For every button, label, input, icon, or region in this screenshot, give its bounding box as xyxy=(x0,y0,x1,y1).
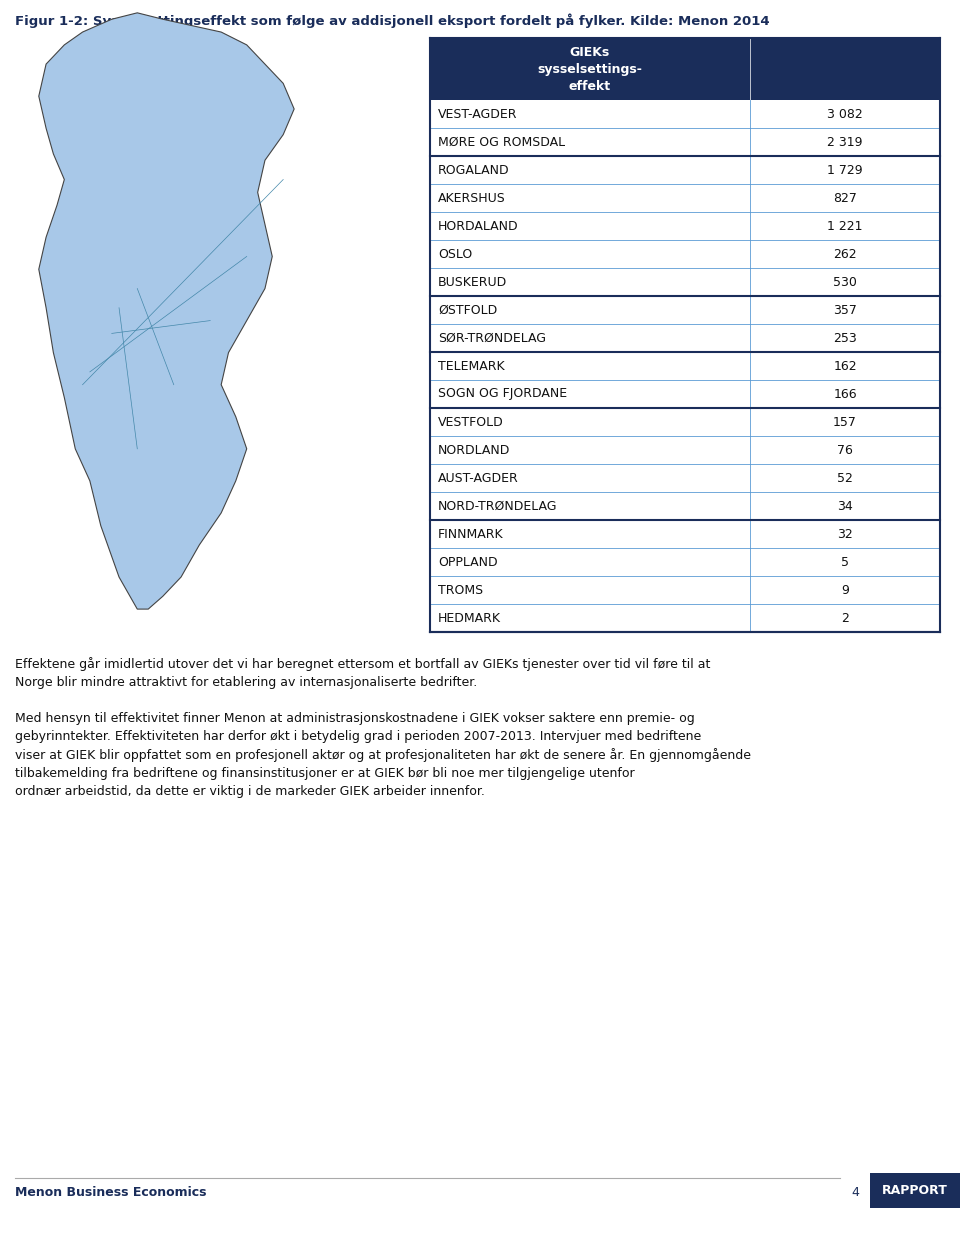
Text: TROMS: TROMS xyxy=(438,583,483,597)
FancyBboxPatch shape xyxy=(430,408,940,436)
FancyBboxPatch shape xyxy=(430,212,940,240)
Text: SOGN OG FJORDANE: SOGN OG FJORDANE xyxy=(438,387,567,401)
Text: AUST-AGDER: AUST-AGDER xyxy=(438,471,518,485)
Text: 166: 166 xyxy=(833,387,857,401)
FancyBboxPatch shape xyxy=(430,157,940,184)
FancyBboxPatch shape xyxy=(430,380,940,408)
FancyBboxPatch shape xyxy=(430,351,940,380)
Text: GIEKs
sysselsettings-
effekt: GIEKs sysselsettings- effekt xyxy=(538,46,642,92)
Text: 2 319: 2 319 xyxy=(828,136,863,148)
Text: Effektene går imidlertid utover det vi har beregnet ettersom et bortfall av GIEK: Effektene går imidlertid utover det vi h… xyxy=(15,657,751,799)
FancyBboxPatch shape xyxy=(430,296,940,324)
Text: HORDALAND: HORDALAND xyxy=(438,219,518,233)
Text: OPPLAND: OPPLAND xyxy=(438,556,497,568)
FancyBboxPatch shape xyxy=(430,38,940,100)
FancyBboxPatch shape xyxy=(430,184,940,212)
Text: BUSKERUD: BUSKERUD xyxy=(438,275,507,289)
Text: 3 082: 3 082 xyxy=(828,107,863,121)
Text: SØR-TRØNDELAG: SØR-TRØNDELAG xyxy=(438,332,546,344)
Text: NORDLAND: NORDLAND xyxy=(438,444,511,456)
Text: HEDMARK: HEDMARK xyxy=(438,612,501,624)
FancyBboxPatch shape xyxy=(430,547,940,576)
Text: 162: 162 xyxy=(833,360,857,372)
Text: 1 221: 1 221 xyxy=(828,219,863,233)
FancyBboxPatch shape xyxy=(430,576,940,604)
Text: 157: 157 xyxy=(833,416,857,429)
Text: 2: 2 xyxy=(841,612,849,624)
Text: RAPPORT: RAPPORT xyxy=(882,1185,948,1197)
Text: Menon Business Economics: Menon Business Economics xyxy=(15,1186,206,1198)
Text: VEST-AGDER: VEST-AGDER xyxy=(438,107,517,121)
FancyBboxPatch shape xyxy=(430,604,940,633)
FancyBboxPatch shape xyxy=(430,268,940,296)
Text: 9: 9 xyxy=(841,583,849,597)
FancyBboxPatch shape xyxy=(430,520,940,547)
FancyBboxPatch shape xyxy=(430,324,940,351)
Text: 1 729: 1 729 xyxy=(828,164,863,176)
Text: ØSTFOLD: ØSTFOLD xyxy=(438,303,497,317)
Text: 34: 34 xyxy=(837,499,852,513)
Text: 5: 5 xyxy=(841,556,849,568)
Text: TELEMARK: TELEMARK xyxy=(438,360,505,372)
FancyBboxPatch shape xyxy=(430,240,940,268)
Text: 4: 4 xyxy=(852,1186,859,1198)
Polygon shape xyxy=(38,12,294,609)
Text: 76: 76 xyxy=(837,444,852,456)
Text: NORD-TRØNDELAG: NORD-TRØNDELAG xyxy=(438,499,558,513)
Text: Figur 1-2: Sysselsettingseffekt som følge av addisjonell eksport fordelt på fylk: Figur 1-2: Sysselsettingseffekt som følg… xyxy=(15,14,770,27)
Text: OSLO: OSLO xyxy=(438,248,472,260)
Text: FINNMARK: FINNMARK xyxy=(438,528,504,540)
Text: 827: 827 xyxy=(833,191,857,205)
FancyBboxPatch shape xyxy=(430,436,940,464)
FancyBboxPatch shape xyxy=(430,464,940,492)
Text: 32: 32 xyxy=(837,528,852,540)
FancyBboxPatch shape xyxy=(430,128,940,157)
FancyBboxPatch shape xyxy=(430,100,940,128)
Text: 357: 357 xyxy=(833,303,857,317)
Text: 253: 253 xyxy=(833,332,857,344)
Text: VESTFOLD: VESTFOLD xyxy=(438,416,504,429)
Text: 262: 262 xyxy=(833,248,857,260)
Text: AKERSHUS: AKERSHUS xyxy=(438,191,506,205)
FancyBboxPatch shape xyxy=(430,492,940,520)
Text: 530: 530 xyxy=(833,275,857,289)
FancyBboxPatch shape xyxy=(870,1173,960,1208)
Text: ROGALAND: ROGALAND xyxy=(438,164,510,176)
Text: MØRE OG ROMSDAL: MØRE OG ROMSDAL xyxy=(438,136,565,148)
Text: 52: 52 xyxy=(837,471,852,485)
